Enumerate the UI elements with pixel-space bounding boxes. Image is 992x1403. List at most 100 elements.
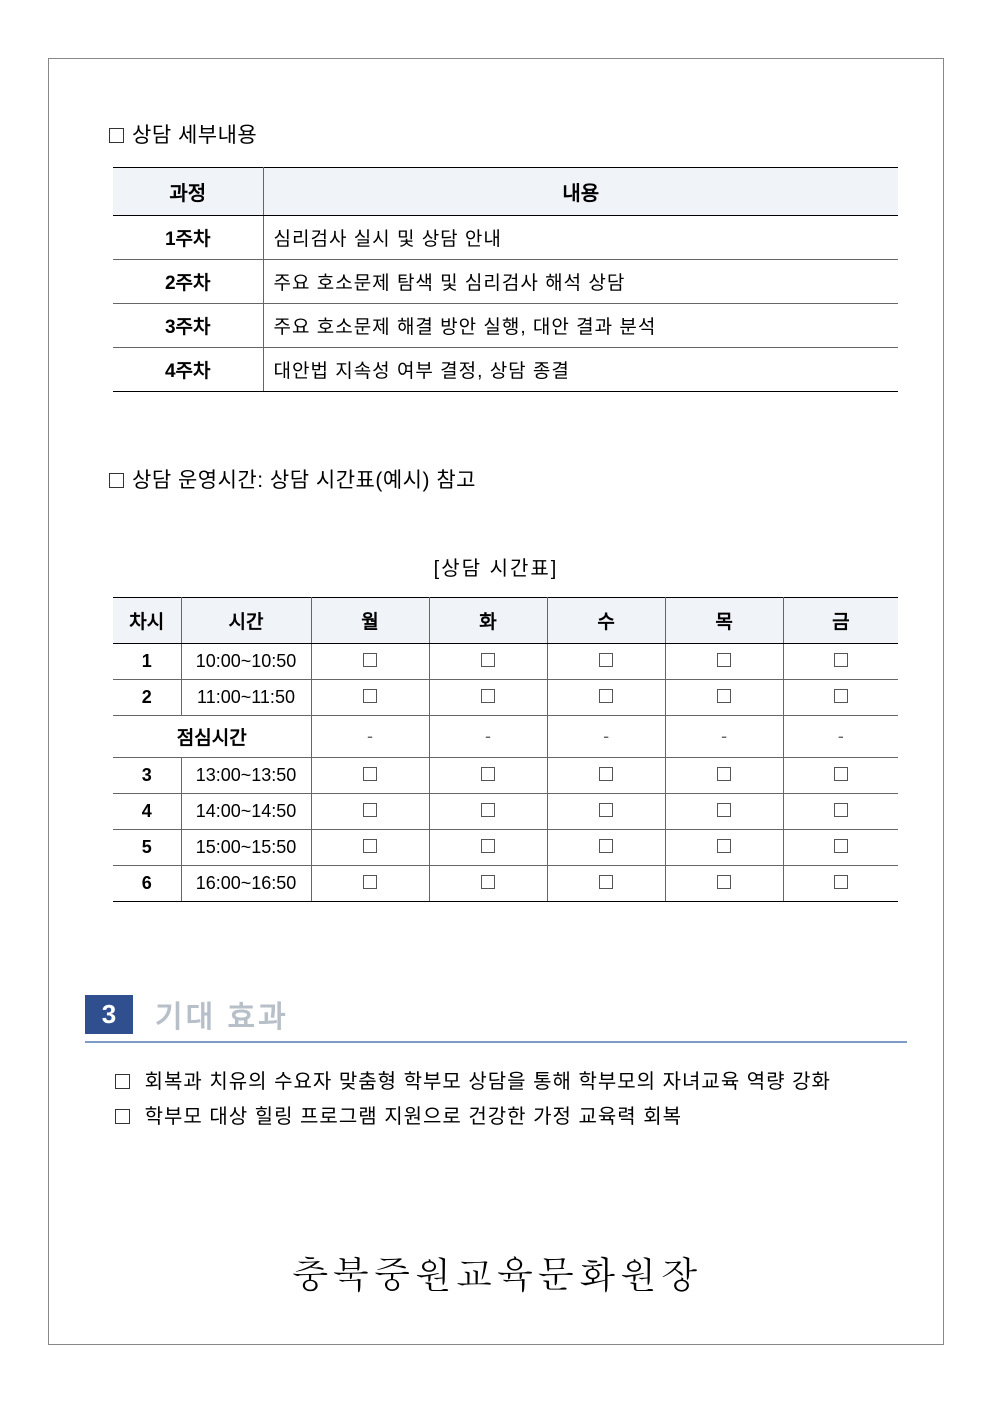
- week-cell: 2주차: [113, 260, 263, 304]
- checkbox-icon: [717, 803, 731, 817]
- square-bullet-icon: [109, 473, 124, 488]
- session-cell: 1: [113, 644, 181, 680]
- check-cell: [547, 758, 665, 794]
- session-cell: 4: [113, 794, 181, 830]
- check-cell: [783, 758, 898, 794]
- check-cell: [429, 644, 547, 680]
- checkbox-icon: [717, 689, 731, 703]
- check-cell: [429, 866, 547, 902]
- check-cell: [311, 644, 429, 680]
- table-header-row: 과정 내용: [113, 168, 898, 216]
- checkbox-icon: [481, 767, 495, 781]
- checkbox-icon: [834, 767, 848, 781]
- week-cell: 1주차: [113, 216, 263, 260]
- section-number-badge: 3: [85, 995, 133, 1034]
- checkbox-icon: [717, 653, 731, 667]
- dash-cell: -: [429, 716, 547, 758]
- section2-heading: 상담 운영시간: 상담 시간표(예시) 참고: [132, 469, 476, 492]
- check-cell: [783, 680, 898, 716]
- checkbox-icon: [599, 803, 613, 817]
- effect-item: 회복과 치유의 수요자 맞춤형 학부모 상담을 통해 학부모의 자녀교육 역량 …: [115, 1065, 907, 1100]
- checkbox-icon: [717, 767, 731, 781]
- check-cell: [429, 758, 547, 794]
- check-cell: [311, 866, 429, 902]
- dash-cell: -: [665, 716, 783, 758]
- counseling-detail-table: 과정 내용 1주차 심리검사 실시 및 상담 안내 2주차 주요 호소문제 탐색…: [113, 167, 898, 392]
- time-cell: 13:00~13:50: [181, 758, 311, 794]
- section1-heading: 상담 세부내용: [132, 124, 257, 147]
- checkbox-icon: [481, 653, 495, 667]
- table-row: 2 11:00~11:50: [113, 680, 898, 716]
- col-header-thu: 목: [665, 598, 783, 644]
- col-header-content: 내용: [263, 168, 898, 216]
- check-cell: [783, 830, 898, 866]
- check-cell: [547, 794, 665, 830]
- check-cell: [665, 830, 783, 866]
- dash-cell: -: [311, 716, 429, 758]
- check-cell: [665, 644, 783, 680]
- session-cell: 2: [113, 680, 181, 716]
- check-cell: [665, 866, 783, 902]
- content-cell: 주요 호소문제 해결 방안 실행, 대안 결과 분석: [263, 304, 898, 348]
- check-cell: [665, 758, 783, 794]
- table-header-row: 차시 시간 월 화 수 목 금: [113, 598, 898, 644]
- effect-item: 학부모 대상 힐링 프로그램 지원으로 건강한 가정 교육력 회복: [115, 1100, 907, 1135]
- session-cell: 3: [113, 758, 181, 794]
- square-bullet-icon: [115, 1074, 130, 1089]
- table-row: 6 16:00~16:50: [113, 866, 898, 902]
- section1-heading-line: 상담 세부내용: [85, 119, 907, 149]
- time-cell: 15:00~15:50: [181, 830, 311, 866]
- check-cell: [429, 830, 547, 866]
- check-cell: [547, 644, 665, 680]
- table-row: 1주차 심리검사 실시 및 상담 안내: [113, 216, 898, 260]
- col-header-wed: 수: [547, 598, 665, 644]
- dash-cell: -: [547, 716, 665, 758]
- checkbox-icon: [717, 875, 731, 889]
- week-cell: 3주차: [113, 304, 263, 348]
- checkbox-icon: [599, 653, 613, 667]
- checkbox-icon: [481, 875, 495, 889]
- checkbox-icon: [481, 839, 495, 853]
- check-cell: [665, 680, 783, 716]
- check-cell: [665, 794, 783, 830]
- lunch-cell: 점심시간: [113, 716, 311, 758]
- content-cell: 대안법 지속성 여부 결정, 상담 종결: [263, 348, 898, 392]
- section3-title: 기대 효과: [155, 992, 289, 1036]
- check-cell: [783, 866, 898, 902]
- checkbox-icon: [363, 875, 377, 889]
- checkbox-icon: [834, 803, 848, 817]
- checkbox-icon: [363, 803, 377, 817]
- week-cell: 4주차: [113, 348, 263, 392]
- checkbox-icon: [363, 839, 377, 853]
- check-cell: [311, 830, 429, 866]
- check-cell: [547, 680, 665, 716]
- checkbox-icon: [834, 653, 848, 667]
- lunch-row: 점심시간 - - - - -: [113, 716, 898, 758]
- time-cell: 10:00~10:50: [181, 644, 311, 680]
- checkbox-icon: [717, 839, 731, 853]
- table-row: 3 13:00~13:50: [113, 758, 898, 794]
- col-header-process: 과정: [113, 168, 263, 216]
- table-row: 1 10:00~10:50: [113, 644, 898, 680]
- section3-header: 3 기대 효과: [85, 992, 907, 1043]
- time-cell: 16:00~16:50: [181, 866, 311, 902]
- table-row: 3주차 주요 호소문제 해결 방안 실행, 대안 결과 분석: [113, 304, 898, 348]
- table-row: 2주차 주요 호소문제 탐색 및 심리검사 해석 상담: [113, 260, 898, 304]
- checkbox-icon: [599, 767, 613, 781]
- col-header-fri: 금: [783, 598, 898, 644]
- col-header-session: 차시: [113, 598, 181, 644]
- checkbox-icon: [599, 689, 613, 703]
- check-cell: [429, 680, 547, 716]
- table-row: 4 14:00~14:50: [113, 794, 898, 830]
- check-cell: [783, 644, 898, 680]
- schedule-title: [상담 시간표]: [85, 552, 907, 581]
- section2-heading-line: 상담 운영시간: 상담 시간표(예시) 참고: [85, 464, 907, 494]
- session-cell: 5: [113, 830, 181, 866]
- check-cell: [311, 680, 429, 716]
- check-cell: [311, 758, 429, 794]
- table-row: 4주차 대안법 지속성 여부 결정, 상담 종결: [113, 348, 898, 392]
- check-cell: [783, 794, 898, 830]
- checkbox-icon: [599, 839, 613, 853]
- checkbox-icon: [834, 875, 848, 889]
- time-cell: 11:00~11:50: [181, 680, 311, 716]
